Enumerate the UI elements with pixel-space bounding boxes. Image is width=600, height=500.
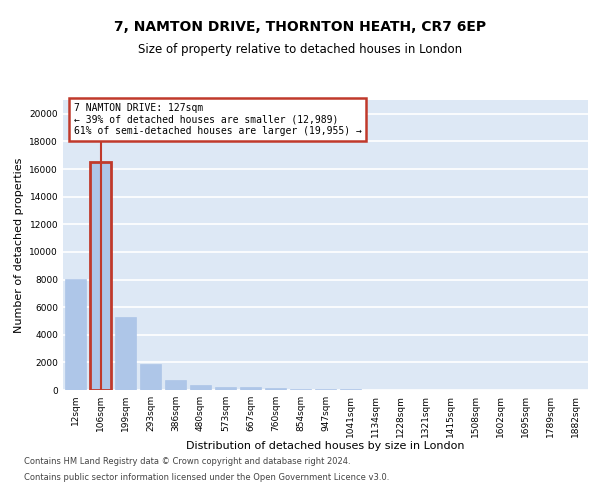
Bar [190, 386, 211, 390]
Text: 7 NAMTON DRIVE: 127sqm
← 39% of detached houses are smaller (12,989)
61% of semi: 7 NAMTON DRIVE: 127sqm ← 39% of detached… [74, 103, 361, 136]
Bar [165, 380, 186, 390]
Text: Size of property relative to detached houses in London: Size of property relative to detached ho… [138, 42, 462, 56]
Bar [265, 388, 286, 390]
Text: Contains HM Land Registry data © Crown copyright and database right 2024.: Contains HM Land Registry data © Crown c… [24, 458, 350, 466]
Text: Contains public sector information licensed under the Open Government Licence v3: Contains public sector information licen… [24, 472, 389, 482]
Bar [115, 317, 136, 390]
Bar [290, 389, 311, 390]
Bar [315, 389, 336, 390]
Bar [140, 364, 161, 390]
Text: 7, NAMTON DRIVE, THORNTON HEATH, CR7 6EP: 7, NAMTON DRIVE, THORNTON HEATH, CR7 6EP [114, 20, 486, 34]
Bar [215, 387, 236, 390]
Bar [90, 162, 111, 390]
X-axis label: Distribution of detached houses by size in London: Distribution of detached houses by size … [186, 441, 465, 451]
Y-axis label: Number of detached properties: Number of detached properties [14, 158, 24, 332]
Bar [65, 279, 86, 390]
Bar [240, 388, 261, 390]
